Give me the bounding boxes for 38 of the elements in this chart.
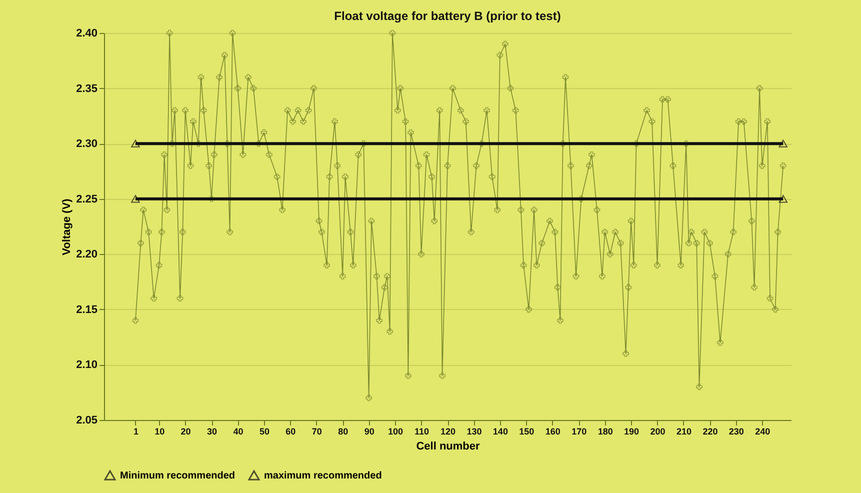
x-tick-label: 140 [492,426,508,436]
x-tick-label: 70 [312,426,322,436]
y-axis-title: Voltage (V) [61,198,74,256]
x-tick-label: 50 [259,426,270,436]
x-tick-label: 10 [154,426,165,436]
y-tick-label: 2.40 [76,28,98,40]
x-tick-label: 20 [180,426,191,436]
y-tick-label: 2.15 [76,304,98,316]
x-tick-label: 40 [233,426,244,436]
x-tick-label: 120 [440,426,456,436]
x-tick-label: 170 [572,426,587,436]
x-tick-label: 30 [207,426,218,436]
legend-label: Minimum recommended [120,470,236,482]
x-tick-label: 150 [519,426,534,436]
x-tick-label: 190 [624,426,640,436]
x-tick-label: 100 [388,426,404,436]
x-axis-title: Cell number [416,440,480,452]
x-tick-label: 1 [133,426,138,436]
y-tick-label: 2.35 [76,82,98,95]
y-tick-label: 2.20 [76,248,98,261]
x-tick-label: 60 [286,426,296,436]
x-tick-label: 210 [676,426,692,436]
x-tick-label: 80 [338,426,348,436]
y-tick-label: 2.10 [76,359,98,372]
y-tick-label: 2.05 [76,414,98,426]
x-tick-label: 230 [728,426,744,436]
x-tick-label: 220 [702,426,718,436]
x-tick-label: 130 [466,426,482,436]
x-tick-label: 90 [364,426,374,436]
x-tick-label: 200 [650,426,666,436]
x-tick-label: 180 [598,426,613,436]
x-tick-label: 160 [545,426,560,436]
x-tick-label: 240 [755,426,770,436]
legend-label: maximum recommended [264,470,382,482]
y-tick-label: 2.30 [76,138,98,150]
y-tick-label: 2.25 [76,193,98,206]
chart-title: Float voltage for battery B (prior to test) [334,9,561,23]
x-tick-label: 110 [414,426,430,436]
